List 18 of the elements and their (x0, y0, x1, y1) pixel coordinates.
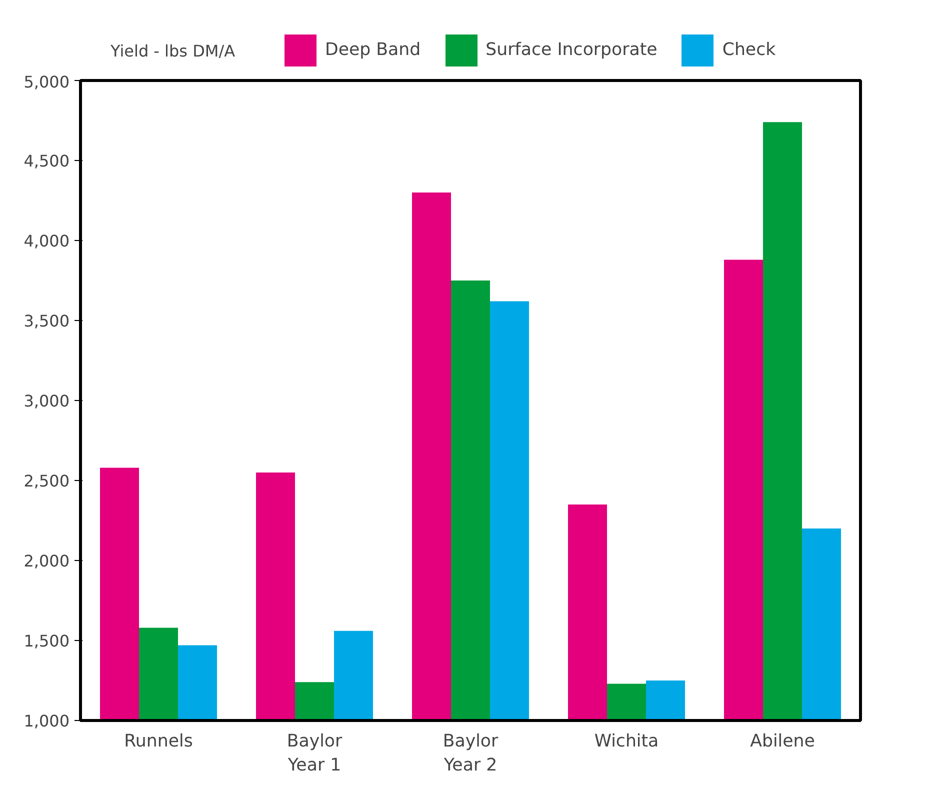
x-tick-label: Abilene (750, 732, 815, 752)
x-tick-label: Wichita (594, 732, 659, 752)
legend-label: Check (722, 40, 776, 60)
y-tick-label: 1,500 (24, 632, 70, 650)
y-tick-label: 4,500 (24, 152, 70, 170)
x-tick-label: Runnels (124, 732, 193, 752)
x-tick-label: Baylor Year 2 (442, 732, 500, 776)
y-axis-title: Yield - lbs DM/A (110, 42, 236, 60)
legend-label: Surface Incorporate (486, 40, 658, 60)
y-tick-label: 3,000 (24, 392, 70, 410)
y-tick-label: 4,000 (24, 232, 70, 250)
legend-label: Deep Band (325, 40, 421, 60)
y-tick-label: 1,000 (24, 712, 70, 730)
x-tick-label: Baylor Year 1 (286, 732, 344, 776)
y-tick-label: 2,000 (24, 552, 70, 570)
y-tick-label: 3,500 (24, 312, 70, 330)
y-tick-label: 2,500 (24, 472, 70, 490)
y-tick-label: 5,000 (24, 72, 70, 92)
